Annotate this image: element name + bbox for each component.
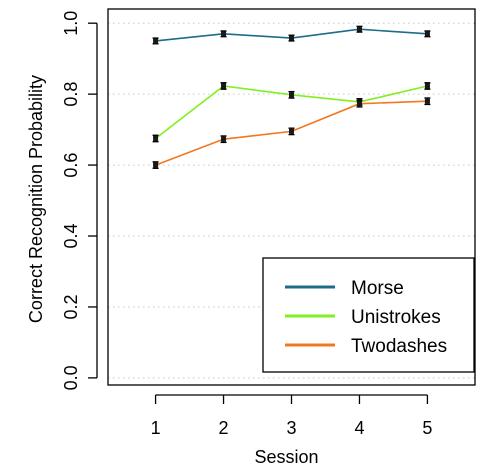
x-tick-label-2: 2 [219,418,229,438]
x-tick-label-3: 3 [286,418,296,438]
data-point-twodashes-3 [289,128,294,134]
data-point-unistrokes-5 [424,83,430,89]
y-tick-label-2: 0.4 [61,224,81,249]
x-axis: 1 2 3 4 5 [151,394,432,438]
data-point-twodashes-2 [221,136,227,142]
x-axis-title: Session [254,447,318,467]
y-tick-label-0: 0.0 [61,365,81,390]
plot-frame [107,8,476,386]
y-tick-label-5: 1.0 [61,11,81,36]
series-unistrokes [152,82,431,143]
series-morse [152,25,431,45]
data-point-unistrokes-3 [289,92,294,98]
series-twodashes [152,97,431,169]
data-point-twodashes-4 [356,101,362,107]
data-point-morse-4 [356,26,362,32]
data-point-morse-5 [424,31,430,37]
data-point-unistrokes-1 [153,135,159,141]
data-point-morse-3 [289,35,294,41]
legend-label-unistrokes: Unistrokes [351,307,441,328]
legend-label-twodashes: Twodashes [351,336,447,357]
y-axis-title: Correct Recognition Probability [26,75,46,323]
data-point-twodashes-1 [153,162,159,168]
legend: Morse Unistrokes Twodashes [262,257,475,373]
y-tick-label-3: 0.6 [61,153,81,178]
x-tick-label-5: 5 [422,418,432,438]
y-axis: 0.0 0.2 0.4 0.6 0.8 1.0 [61,11,98,390]
data-point-morse-1 [153,38,159,44]
x-tick-label-1: 1 [151,418,161,438]
x-tick-label-4: 4 [354,418,364,438]
y-tick-label-1: 0.2 [61,294,81,319]
legend-label-morse: Morse [351,278,404,299]
series-layer [152,25,431,169]
y-tick-label-4: 0.8 [61,82,81,107]
data-point-unistrokes-2 [221,83,227,89]
data-point-morse-2 [221,31,227,37]
data-point-twodashes-5 [424,98,430,104]
